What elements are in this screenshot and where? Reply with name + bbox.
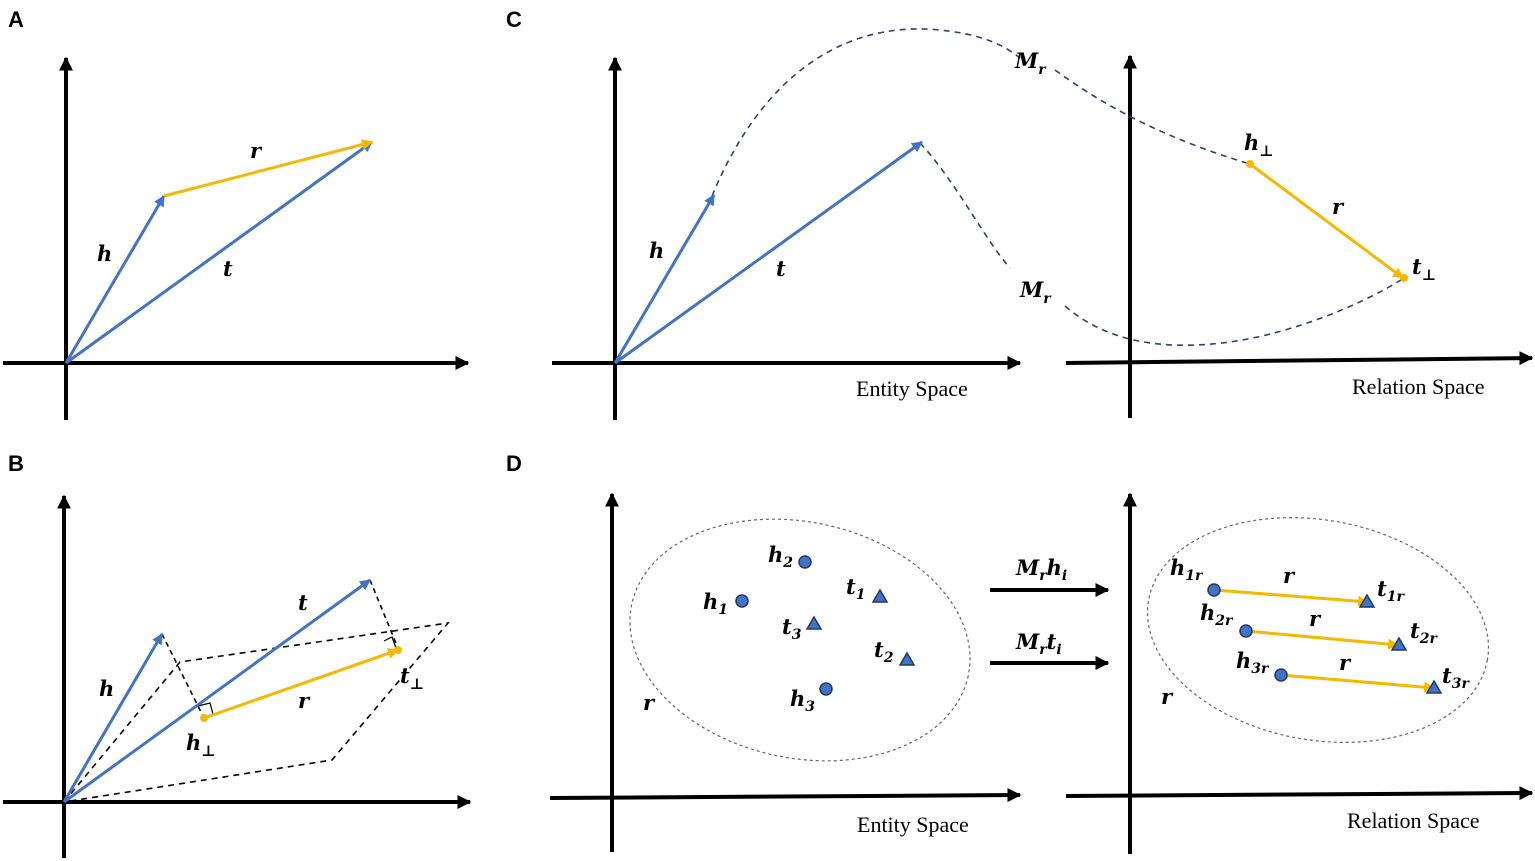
panel-b-letter: B [8, 451, 24, 476]
panel-b: B h t r h⊥ t⊥ [3, 451, 472, 858]
panel-b-h-perp-label: h⊥ [186, 730, 216, 760]
panel-d-h2-label: h2 [768, 542, 793, 571]
panel-c-r-label: r [1332, 194, 1345, 219]
panel-a-r-label: r [250, 138, 263, 163]
panel-d-r3-label: r [1339, 650, 1352, 675]
panel-d-t1r-point [1358, 593, 1376, 608]
panel-c-h-vector [613, 194, 716, 364]
panel-d-map-h-label: Mrhi [1015, 555, 1067, 584]
panel-d-t3r-point [1425, 679, 1443, 694]
panel-c-h-label: h [649, 238, 664, 263]
panel-d-entity-cluster [629, 518, 971, 762]
panel-d-r2-label: r [1309, 606, 1322, 631]
panel-d-h3r-point [1274, 668, 1288, 682]
panel-b-h-vector [62, 633, 164, 803]
panel-d-r2-vector [1245, 629, 1400, 650]
panel-a-letter: A [8, 7, 24, 32]
panel-c-h-perp-point [1246, 160, 1254, 168]
panel-a: A r h t [3, 7, 470, 420]
panel-c-entity-space-label: Entity Space [856, 376, 968, 401]
panel-b-t-vector [63, 578, 371, 804]
panel-b-t-projection [369, 579, 399, 649]
panel-d-entity-x-axis [549, 788, 1022, 803]
panel-d-relation-x-axis [1065, 786, 1534, 801]
panel-c-relation-space-label: Relation Space [1352, 374, 1485, 399]
panel-d-relation-cluster [1146, 517, 1490, 743]
panel-c-m-bottom-label: Mr [1019, 277, 1052, 307]
panel-c-letter: C [506, 7, 522, 32]
panel-c-m-top-label: Mr [1014, 48, 1047, 78]
panel-d-h1-label: h1 [703, 589, 728, 618]
panel-d-entity-space-label: Entity Space [857, 812, 969, 837]
panel-b-h-projection [161, 633, 205, 719]
panel-d-r1-label: r [1283, 563, 1296, 588]
panel-d-t1-label: t1 [846, 574, 865, 603]
panel-b-h-label: h [99, 676, 114, 701]
panel-c-t-vector [614, 140, 923, 365]
panel-d-h2r-point [1239, 624, 1253, 638]
panel-d-r3-vector [1280, 673, 1436, 693]
panel-a-h-vector [64, 195, 166, 364]
panel-a-r-vector [163, 139, 374, 198]
panel-d-t1r-label: t1r [1377, 576, 1405, 605]
panel-d-t2-point [898, 651, 916, 666]
panel-b-right-angle-h [197, 702, 214, 715]
panel-b-r-label: r [298, 688, 311, 713]
panel-a-t-vector [65, 140, 373, 365]
panel-b-t-perp-label: t⊥ [400, 663, 424, 693]
panel-d-r-right-label: r [1161, 684, 1174, 709]
panel-a-h-label: h [97, 241, 112, 266]
panel-c-t-perp-label: t⊥ [1412, 254, 1436, 284]
panel-d-map-t-label: Mrti [1015, 629, 1062, 658]
panel-d: D Mrhi Mrti r r Entity Space Relation Sp… [506, 451, 1534, 854]
panel-c-h-perp-label: h⊥ [1244, 130, 1274, 160]
panel-c-t-label: t [776, 256, 786, 281]
panel-d-letter: D [506, 451, 522, 476]
panel-d-h1r-point [1207, 583, 1221, 597]
panel-c-mapping-curve-top-a [711, 28, 1021, 197]
panel-b-right-angle-t [383, 636, 397, 649]
panel-d-r-left-label: r [643, 690, 656, 715]
panel-c: C h t r Mr Mr h⊥ t⊥ Entity Spa [506, 7, 1534, 420]
panel-b-h-perp-point [200, 714, 208, 722]
panel-b-t-label: t [298, 590, 308, 615]
panel-d-r1-vector [1213, 588, 1370, 607]
panel-d-t3-point [805, 615, 823, 630]
panel-d-h3-point [819, 682, 833, 696]
panel-d-h3r-label: h3r [1236, 648, 1270, 677]
panel-b-r-vector [203, 648, 400, 720]
panel-b-t-perp-point [394, 646, 402, 654]
panel-c-t-perp-point [1400, 274, 1408, 282]
panel-d-t3-label: t3 [782, 614, 802, 643]
panel-c-mapping-curve-bottom-b [1064, 277, 1405, 346]
panel-d-t2r-point [1390, 636, 1408, 651]
panel-d-relation-space-label: Relation Space [1347, 808, 1480, 833]
panel-b-hyperplane [62, 621, 450, 804]
panel-c-r-vector [1249, 162, 1404, 280]
panel-d-h1-point [735, 594, 749, 608]
panel-d-h1r-label: h1r [1170, 555, 1204, 584]
panel-a-t-label: t [223, 256, 233, 281]
panel-d-t2-label: t2 [874, 637, 894, 666]
panel-d-h2-point [798, 555, 812, 569]
panel-d-t3r-label: t3r [1442, 663, 1470, 692]
panel-c-relation-x-axis [1065, 351, 1534, 366]
panel-c-mapping-curve-top-b [1054, 69, 1251, 165]
panel-d-h2r-label: h2r [1200, 600, 1234, 629]
panel-c-mapping-curve-bottom-a [919, 142, 1011, 269]
panel-d-t2r-label: t2r [1410, 618, 1438, 647]
panel-d-t1-point [871, 588, 889, 603]
panel-d-h3-label: h3 [790, 686, 815, 715]
